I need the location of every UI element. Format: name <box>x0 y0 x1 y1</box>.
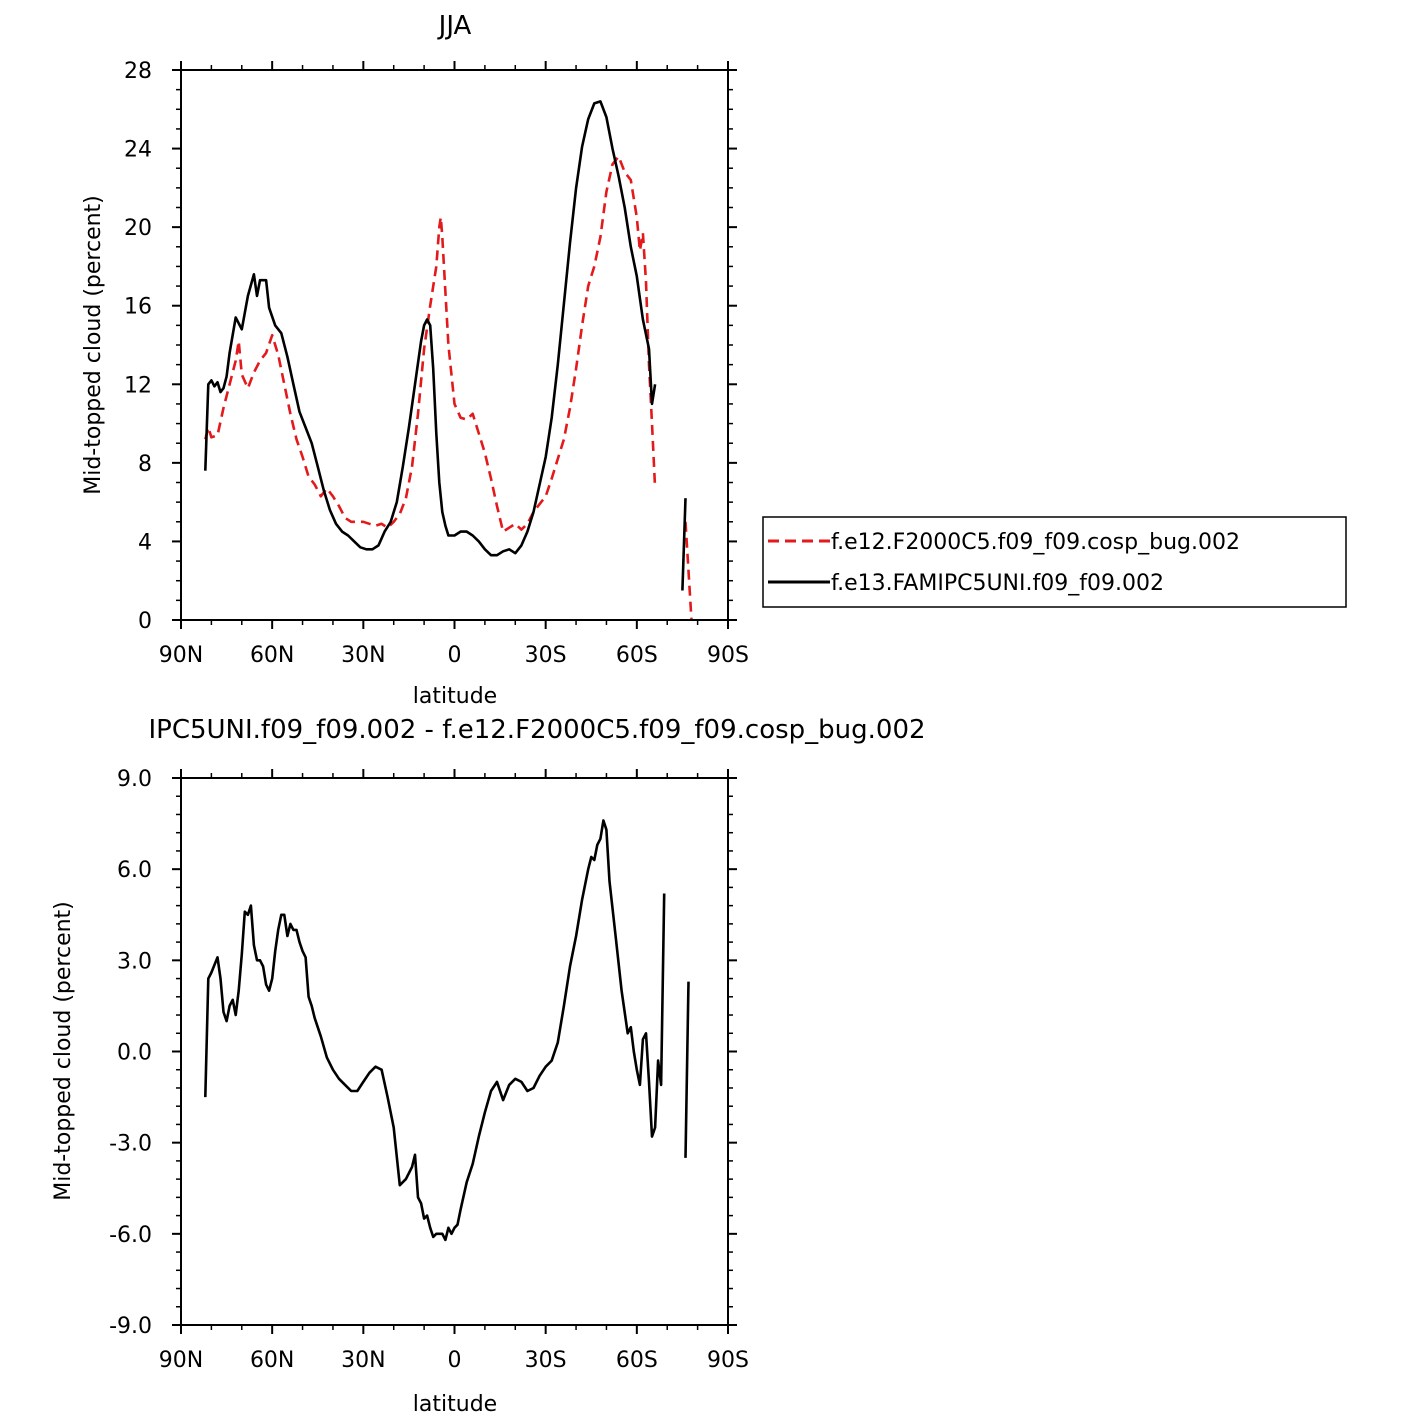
y-tick-label: 4 <box>138 530 152 555</box>
x-tick-label: 60N <box>250 1348 294 1373</box>
bottom-panel-series <box>204 819 690 1242</box>
bottom-panel: IPC5UNI.f09_f09.002 - f.e12.F2000C5.f09_… <box>51 715 926 1417</box>
series-line-0-segment-0 <box>204 819 666 1242</box>
y-tick-label: -6.0 <box>109 1223 152 1248</box>
y-tick-label: 9.0 <box>117 767 152 792</box>
top-panel-series <box>204 100 693 621</box>
x-tick-label: 60S <box>616 1348 658 1373</box>
y-tick-label: 24 <box>124 138 152 163</box>
legend-label-1: f.e13.FAMIPC5UNI.f09_f09.002 <box>831 571 1164 596</box>
y-tick-label: 12 <box>124 373 152 398</box>
y-tick-label: 16 <box>124 295 152 320</box>
bottom-panel-title: IPC5UNI.f09_f09.002 - f.e12.F2000C5.f09_… <box>148 715 925 745</box>
x-tick-label: 90N <box>159 1348 203 1373</box>
series-line-0-segment-0 <box>204 155 657 533</box>
y-tick-label: 6.0 <box>117 858 152 883</box>
series-line-1-segment-1 <box>681 498 687 591</box>
bottom-panel-frame <box>180 777 729 1326</box>
bottom-panel-ylabel: Mid-topped cloud (percent) <box>51 901 76 1201</box>
bottom-panel-ticks: 90N 60N 30N 0 30S 60S 90S -9.0 -6.0 -3.0 0.0 3.0 6.0… <box>109 767 749 1373</box>
x-tick-label: 0 <box>448 1348 462 1373</box>
legend: f.e12.F2000C5.f09_f09.cosp_bug.002 f.e13… <box>762 516 1347 608</box>
y-tick-label: 20 <box>124 216 152 241</box>
top-panel-title: JJA <box>437 11 472 41</box>
x-tick-label: 90S <box>707 643 749 668</box>
x-tick-label: 30N <box>341 643 385 668</box>
top-panel-xlabel: latitude <box>413 684 497 709</box>
bottom-panel-xlabel: latitude <box>413 1392 497 1417</box>
y-tick-label: -9.0 <box>109 1314 152 1339</box>
y-tick-label: 28 <box>124 59 152 84</box>
top-panel-ylabel: Mid-topped cloud (percent) <box>81 195 106 495</box>
x-tick-label: 30S <box>525 643 567 668</box>
series-line-0-segment-1 <box>684 981 690 1158</box>
legend-box <box>762 516 1347 608</box>
x-tick-label: 30N <box>341 1348 385 1373</box>
x-tick-label: 90N <box>159 643 203 668</box>
y-tick-label: 0 <box>138 609 152 634</box>
top-panel-ticks: 90N 60N 30N 0 30S 60S 90S 0 4 8 12 16 20 24 28 <box>124 59 749 668</box>
series-line-0-segment-1 <box>684 521 693 621</box>
top-panel: JJA 90N 60N 30N 0 30S 60S 90S 0 4 8 12 16 20 24 28 lat… <box>81 11 749 709</box>
x-tick-label: 90S <box>707 1348 749 1373</box>
series-line-1-segment-0 <box>204 100 657 557</box>
y-tick-label: 0.0 <box>117 1041 152 1066</box>
legend-label-0: f.e12.F2000C5.f09_f09.cosp_bug.002 <box>831 530 1240 555</box>
y-tick-label: 8 <box>138 452 152 477</box>
top-panel-frame <box>180 69 729 621</box>
y-tick-label: 3.0 <box>117 949 152 974</box>
x-tick-label: 60S <box>616 643 658 668</box>
x-tick-label: 30S <box>525 1348 567 1373</box>
x-tick-label: 60N <box>250 643 294 668</box>
x-tick-label: 0 <box>448 643 462 668</box>
y-tick-label: -3.0 <box>109 1132 152 1157</box>
